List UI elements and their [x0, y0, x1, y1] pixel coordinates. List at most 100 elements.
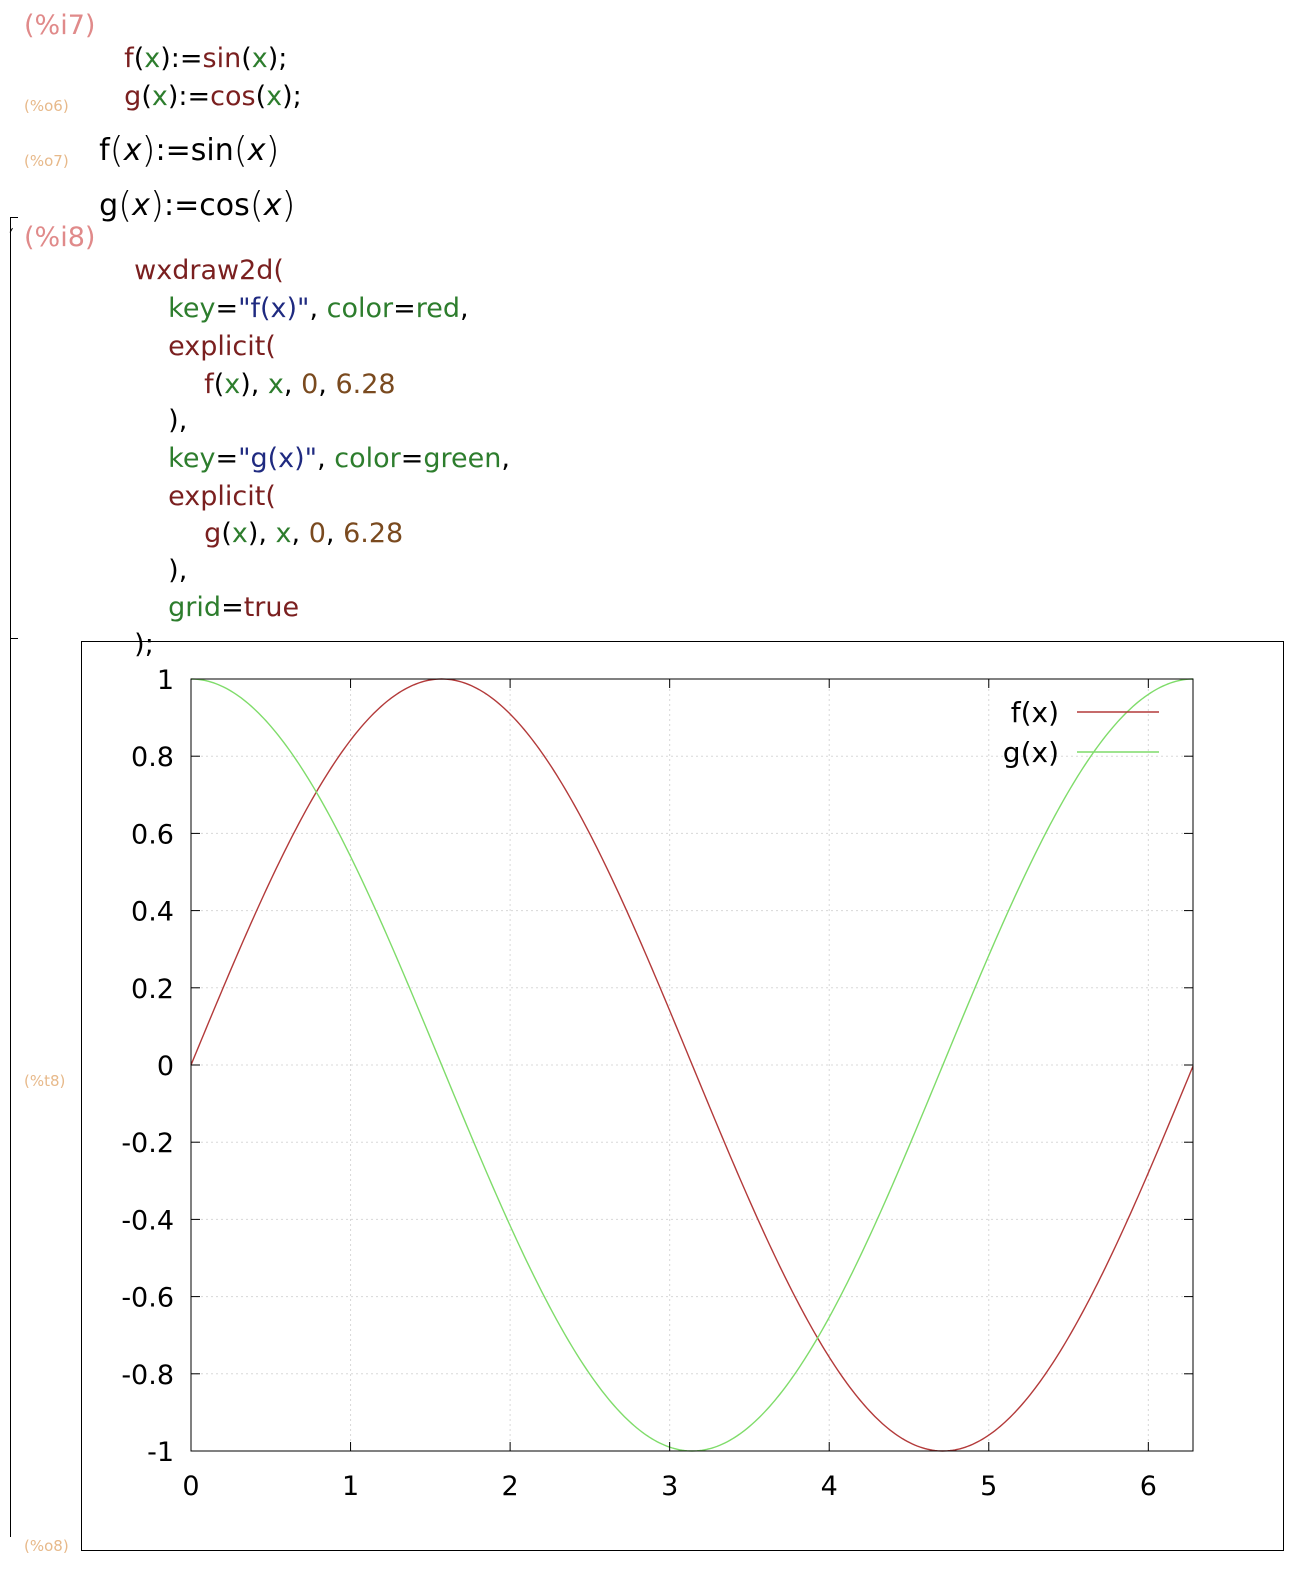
math-var: x — [247, 133, 266, 168]
y-tick-label: 0.6 — [131, 819, 174, 850]
series-line-f(x) — [190, 678, 1194, 1452]
math-fn: sin — [190, 133, 234, 168]
token-paren: ( — [133, 43, 145, 74]
token-pun: , — [283, 369, 302, 400]
token-str: " — [238, 293, 251, 324]
legend-label: f(x) — [1011, 696, 1059, 729]
plot-chart: 0 1 2 3 4 5 610.80.60.40.20-0.2-0.4-0.6-0.8-1 … — [121, 665, 1194, 1502]
output-o7-math: g(x):=cos(x) — [99, 185, 296, 226]
token-pun: ), — [168, 555, 188, 586]
math-assign: := — [155, 133, 191, 168]
token-op: = — [393, 293, 416, 324]
token-pun: ), — [168, 405, 188, 436]
output-label-o7: (%o7) — [24, 152, 69, 170]
token-paren: ); — [267, 43, 288, 74]
y-tick-label: 0.4 — [131, 897, 174, 928]
token-paren: ) — [160, 43, 171, 74]
x-tick-label: 5 — [980, 1471, 997, 1502]
y-tick-label: -0.6 — [121, 1283, 174, 1314]
token-op: = — [400, 443, 424, 474]
math-assign: := — [163, 188, 200, 223]
token-var: green — [423, 443, 502, 474]
legend-layer: f(x) g(x) — [1003, 696, 1159, 769]
token-var: x — [267, 369, 284, 400]
token-fn: sin — [202, 43, 242, 74]
token-var: grid — [168, 592, 222, 623]
code-line-g-def[interactable]: g(x):=cos(x); — [107, 46, 302, 114]
x-tick-label: 1 — [342, 1471, 359, 1502]
token-paren: ) — [167, 81, 179, 112]
code-line-grid[interactable]: grid=true — [151, 557, 299, 625]
y-tick-label: 0.2 — [131, 974, 174, 1005]
token-str: " — [304, 443, 318, 474]
code-line-key-g[interactable]: key="g(x)", color=green, — [151, 408, 510, 476]
math-var: x — [263, 188, 282, 223]
token-pun: , — [501, 443, 510, 474]
token-pun: , — [325, 518, 344, 549]
token-fname: f — [124, 43, 134, 74]
token-pun: ( — [221, 518, 232, 549]
token-fn: cos — [210, 81, 256, 112]
x-tick-label: 2 — [502, 1471, 519, 1502]
output-label-o6: (%o6) — [24, 97, 69, 115]
math-var: x — [123, 133, 142, 168]
code-line-g-args[interactable]: g(x), x, 0, 6.28 — [187, 483, 403, 551]
input-label-i8: (%i8) — [24, 222, 96, 253]
token-pun: , — [309, 293, 327, 324]
token-num: 0 — [301, 369, 319, 400]
cell-bracket-top — [10, 217, 18, 218]
token-op: = — [215, 443, 239, 474]
token-var: x — [151, 81, 168, 112]
code-line-explicit-1[interactable]: explicit( — [151, 296, 276, 364]
code-line-explicit-2[interactable]: explicit( — [151, 446, 276, 514]
token-val: true — [243, 592, 300, 623]
token-pun: , — [460, 293, 469, 324]
token-paren: ( — [241, 43, 252, 74]
token-paren: ); — [282, 81, 302, 112]
code-line-wxdraw2d[interactable]: wxdraw2d( — [117, 220, 284, 288]
token-str: f(x) — [250, 293, 298, 324]
code-line-key-f[interactable]: key="f(x)", color=red, — [151, 258, 469, 326]
y-tick-label: 0 — [157, 1051, 174, 1082]
token-str: " — [238, 443, 251, 474]
output-o6-math: f(x):=sin(x) — [99, 130, 280, 171]
token-fn: explicit( — [168, 331, 276, 362]
cell-bracket[interactable] — [10, 217, 11, 1537]
input-label-i7: (%i7) — [24, 10, 96, 41]
code-line-f-def[interactable]: f(x):=sin(x); — [107, 8, 287, 76]
token-var: color — [334, 443, 401, 474]
token-pun: , — [318, 369, 336, 400]
token-pun: ), — [240, 369, 268, 400]
y-tick-label: 1 — [157, 665, 174, 696]
token-var: key — [168, 293, 216, 324]
token-var: x — [231, 518, 248, 549]
token-num: 6.28 — [343, 518, 404, 549]
token-pun: ), — [247, 518, 276, 549]
token-var: x — [251, 43, 268, 74]
token-var: x — [266, 81, 283, 112]
token-fn: g — [204, 518, 222, 549]
x-tick-label: 6 — [1140, 1471, 1157, 1502]
cell-bracket-divider — [10, 638, 18, 639]
code-line-close-2[interactable]: ), — [151, 520, 187, 588]
token-op: = — [221, 592, 244, 623]
x-tick-label: 4 — [821, 1471, 838, 1502]
token-fname: g — [124, 81, 142, 112]
token-fn: f — [204, 369, 214, 400]
plot-frame — [81, 641, 1284, 1551]
code-line-close-wxdraw[interactable]: ); — [117, 594, 154, 662]
code-line-f-args[interactable]: f(x), x, 0, 6.28 — [187, 334, 395, 402]
token-assign: := — [178, 81, 211, 112]
token-pun: , — [291, 518, 309, 549]
code-line-close-1[interactable]: ), — [151, 370, 187, 438]
token-num: 0 — [308, 518, 326, 549]
tick-layer: 0 1 2 3 4 5 6 1 0.8 0.6 0.4 0.2 0 -0.2 -0.4 -0.6 -0.8 -1 — [121, 665, 1193, 1502]
y-tick-label: -0.8 — [121, 1360, 174, 1391]
token-assign: := — [170, 43, 203, 74]
token-var: x — [275, 518, 292, 549]
token-pun: ); — [134, 629, 154, 660]
token-pun: , — [317, 443, 335, 474]
token-var: x — [224, 369, 241, 400]
math-var: x — [132, 188, 150, 223]
token-var: x — [144, 43, 161, 74]
